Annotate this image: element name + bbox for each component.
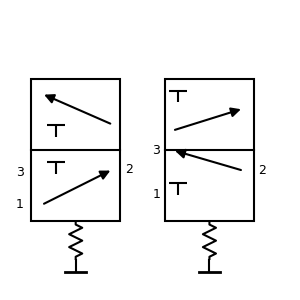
Text: 2: 2: [259, 164, 266, 177]
Text: 1: 1: [16, 199, 24, 212]
Text: 1: 1: [152, 188, 160, 201]
Bar: [31, 79, 120, 221]
Text: 3: 3: [152, 143, 160, 157]
Bar: [165, 79, 254, 221]
Text: 2: 2: [125, 163, 133, 176]
Text: 3: 3: [16, 166, 24, 179]
